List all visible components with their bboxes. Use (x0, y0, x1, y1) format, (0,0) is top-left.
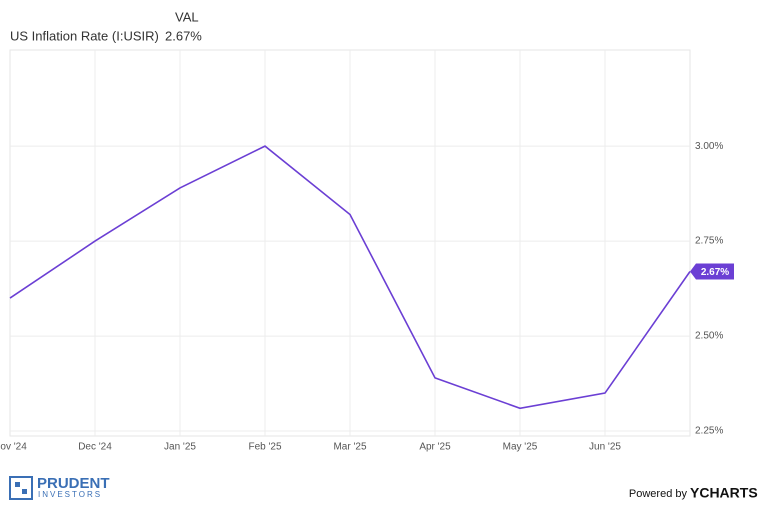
logo-subtext: INVESTORS (38, 490, 102, 499)
x-tick-label: May '25 (503, 442, 538, 453)
provider: YCHARTS (690, 485, 758, 501)
x-tick-label: Apr '25 (419, 442, 451, 453)
x-tick-label: Feb '25 (248, 442, 281, 453)
value-flag (690, 263, 734, 280)
x-tick-label: Mar '25 (333, 442, 366, 453)
y-tick-label: 2.50% (695, 331, 723, 342)
logo-icon-cell (22, 489, 27, 494)
powered-by: Powered by (629, 488, 688, 500)
y-tick-label: 2.25% (695, 426, 723, 437)
logo-icon (9, 476, 33, 500)
legend-name: US Inflation Rate (I:USIR) (10, 28, 159, 43)
x-tick-label: Nov '24 (0, 442, 27, 453)
y-tick-label: 2.75% (695, 236, 723, 247)
logo-icon-cell (15, 482, 20, 487)
x-tick-label: Dec '24 (78, 442, 112, 453)
value-header: VAL (175, 9, 199, 24)
x-tick-label: Jun '25 (589, 442, 621, 453)
legend-value: 2.67% (165, 28, 202, 43)
series-line (9, 145, 691, 410)
logo: PRUDENT INVESTORS (9, 475, 110, 500)
logo-text: PRUDENT (37, 475, 110, 492)
x-tick-label: Jan '25 (164, 442, 196, 453)
y-tick-label: 3.00% (695, 141, 723, 152)
value-label: 2.67% (701, 267, 729, 278)
